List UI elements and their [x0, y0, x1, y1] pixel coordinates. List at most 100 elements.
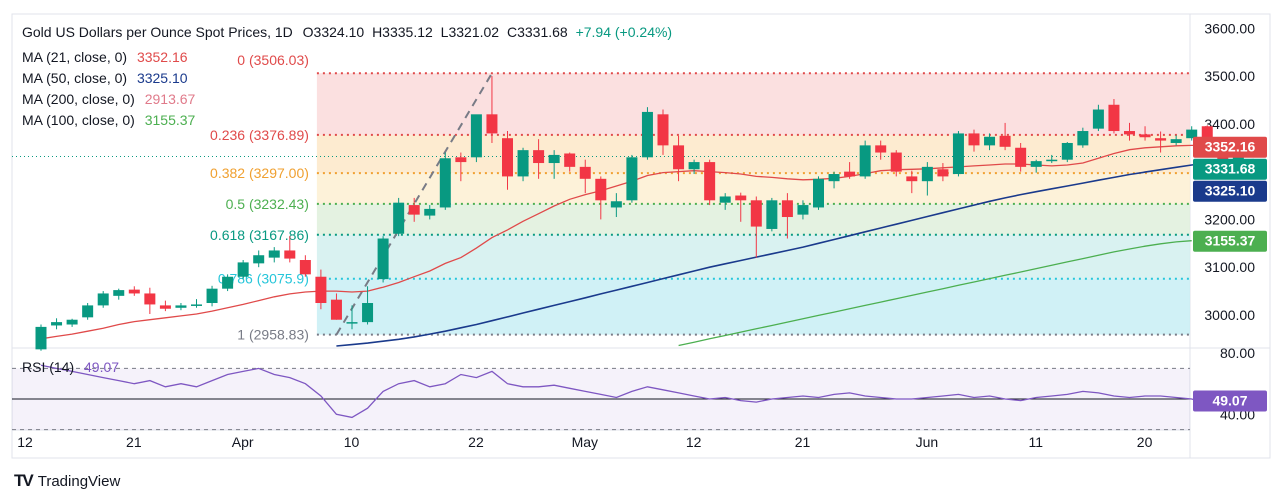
candle-body	[159, 305, 171, 309]
x-tick-label: 20	[1137, 434, 1153, 450]
candle	[952, 131, 964, 177]
y-tick-label: 3500.00	[1204, 68, 1255, 84]
candle	[299, 255, 311, 277]
ma50-value: 3325.10	[136, 70, 188, 86]
y-tick-label: 3200.00	[1204, 211, 1255, 227]
candle-body	[362, 303, 374, 323]
candle	[813, 176, 824, 210]
candle-body	[890, 152, 902, 172]
x-tick-label: Jun	[916, 434, 939, 450]
ma21-label: MA (21, close, 0)	[22, 49, 128, 65]
candle-body	[1186, 129, 1198, 139]
candle	[906, 170, 918, 194]
candle-body	[346, 322, 358, 324]
candle	[82, 303, 94, 320]
candle	[377, 236, 389, 283]
candle	[564, 152, 576, 172]
candle	[35, 324, 47, 351]
fib-level-label: 0.618 (3167.86)	[210, 227, 309, 243]
candle-body	[1077, 131, 1089, 146]
candle	[159, 300, 171, 312]
candle-body	[688, 162, 700, 170]
candle	[237, 260, 249, 280]
tradingview-logo-icon: TV	[14, 471, 34, 490]
price-badge-bg	[1193, 230, 1267, 252]
candle	[1030, 159, 1042, 173]
candle	[517, 147, 529, 182]
ma100-legend[interactable]: MA (100, close, 0) 3155.37	[22, 112, 195, 128]
candle-body	[999, 135, 1011, 147]
candle-body	[237, 262, 249, 277]
candle-body	[1232, 156, 1244, 161]
candle	[875, 140, 887, 160]
candle-body	[439, 158, 451, 208]
candle	[66, 318, 78, 327]
candle-body	[921, 166, 933, 182]
candle-body	[82, 305, 94, 318]
price-axis-badge: 3155.37	[1193, 230, 1267, 252]
candle-body	[673, 145, 685, 170]
candle	[797, 200, 809, 220]
rsi-badge-text: 49.07	[1212, 392, 1247, 408]
candle	[844, 162, 856, 179]
candle	[766, 197, 778, 232]
fib-zone	[316, 278, 1190, 335]
symbol-header: Gold US Dollars per Ounce Spot Prices, 1…	[22, 24, 672, 40]
candle-body	[66, 319, 78, 325]
change-value: +7.94 (+0.24%)	[575, 24, 673, 40]
fib-level-label: 0.5 (3232.43)	[226, 196, 309, 212]
candle-body	[315, 276, 327, 304]
ma50-legend[interactable]: MA (50, close, 0) 3325.10	[22, 70, 188, 86]
candle	[346, 305, 358, 330]
rsi-legend[interactable]: RSI (14) 49.07	[22, 359, 119, 375]
price-badge-text: 3331.68	[1205, 161, 1256, 177]
ma21-legend[interactable]: MA (21, close, 0) 3352.16	[22, 49, 188, 65]
candle-body	[952, 133, 964, 175]
candle	[719, 193, 731, 210]
candle	[828, 171, 840, 189]
fib-zone	[316, 73, 1190, 135]
x-tick-label: May	[572, 434, 598, 450]
candle	[268, 247, 280, 263]
candle-body	[1124, 131, 1135, 135]
candle	[1046, 154, 1058, 164]
candle-body	[1015, 147, 1027, 167]
candle	[113, 288, 125, 300]
candle-body	[968, 133, 980, 146]
x-tick-label: 22	[468, 434, 484, 450]
candle-body	[51, 322, 63, 326]
candle-body	[906, 176, 918, 182]
candle	[284, 236, 296, 263]
candle	[330, 293, 342, 320]
price-badge-text: 3352.16	[1205, 139, 1256, 155]
candle-body	[486, 114, 498, 134]
y-tick-label: 3600.00	[1204, 20, 1255, 36]
candle-body	[579, 166, 591, 179]
rsi-label: RSI (14)	[22, 359, 75, 375]
candle-body	[641, 111, 653, 158]
candle-body	[330, 299, 342, 320]
candle-body	[377, 238, 389, 280]
rsi-line	[40, 364, 1239, 419]
brand-name: TradingView	[37, 472, 121, 490]
candle	[688, 159, 700, 175]
price-axis-badge: 3331.68	[1193, 158, 1267, 180]
candle	[533, 139, 545, 179]
ma200-legend[interactable]: MA (200, close, 0) 2913.67	[22, 91, 195, 107]
candle	[781, 193, 793, 239]
x-tick-label: 21	[795, 434, 811, 450]
candle-body	[859, 145, 871, 177]
candle-body	[206, 288, 218, 304]
x-tick-label: 10	[344, 434, 360, 450]
candle-body	[268, 250, 280, 258]
price-badge-text: 3325.10	[1205, 183, 1256, 199]
ma200-label: MA (200, close, 0)	[22, 91, 135, 107]
y-tick-label: 3100.00	[1204, 259, 1255, 275]
fib-zone	[316, 134, 1190, 174]
candle	[1108, 99, 1120, 134]
candle-body	[781, 200, 793, 218]
candle	[439, 152, 451, 210]
tradingview-brand[interactable]: TV TradingView	[14, 471, 120, 491]
candle-body	[502, 138, 513, 177]
